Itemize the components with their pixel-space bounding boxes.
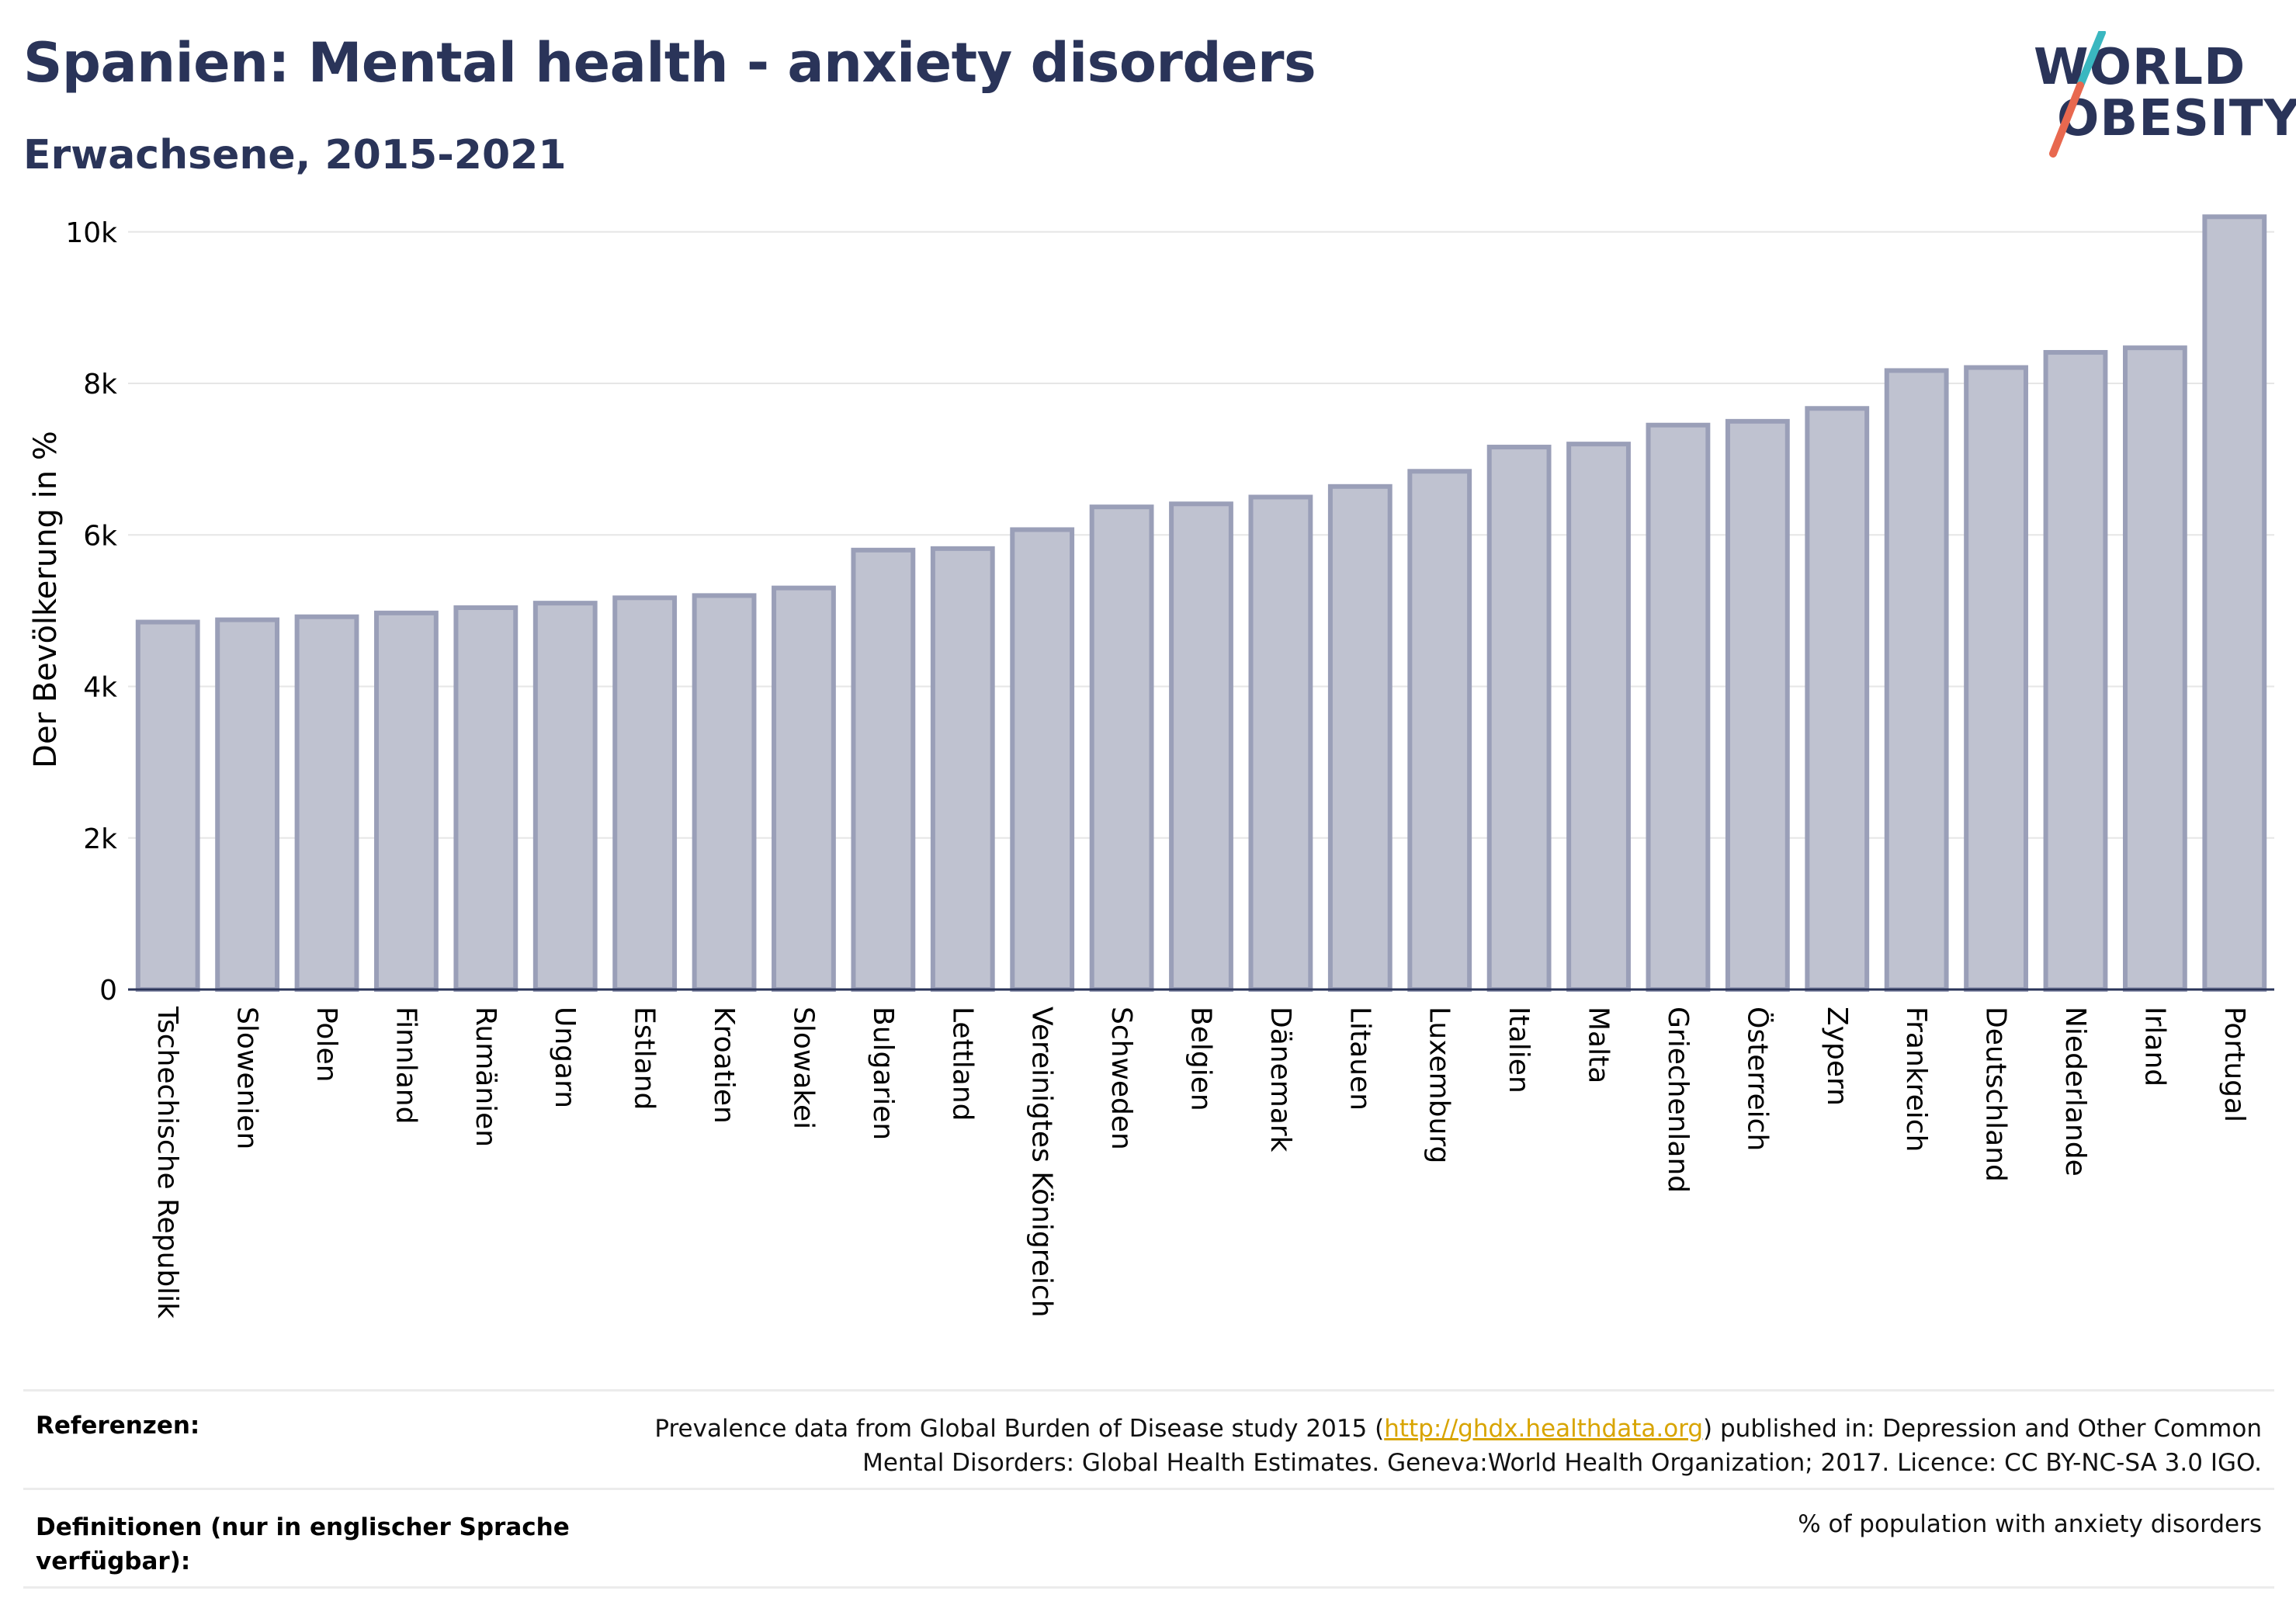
y-tick-label: 10k <box>65 217 117 249</box>
bar <box>1407 469 1472 992</box>
references-row: Referenzen: Prevalence data from Global … <box>23 1389 2274 1488</box>
x-tick-label: Deutschland <box>1980 1007 2012 1182</box>
bar <box>772 585 836 992</box>
definitions-row: Definitionen (nur in englischer Sprache … <box>23 1488 2274 1589</box>
logo-slash-icon <box>2049 31 2106 158</box>
x-tick-label: Lettland <box>946 1007 978 1121</box>
x-tick-label: Rumänien <box>470 1007 501 1147</box>
references-text-start: Prevalence data from Global Burden of Di… <box>654 1415 1385 1443</box>
x-tick-label: Italien <box>1503 1007 1535 1093</box>
x-tick-label: Malta <box>1583 1007 1614 1083</box>
x-tick-label: Belgien <box>1185 1007 1217 1111</box>
bar <box>215 617 280 992</box>
y-tick-label: 2k <box>83 823 117 855</box>
references-label: Referenzen: <box>36 1412 200 1440</box>
x-tick-label: Schweden <box>1105 1007 1137 1150</box>
x-tick-label: Dänemark <box>1264 1007 1296 1152</box>
chart-title: Spanien: Mental health - anxiety disorde… <box>23 31 1316 95</box>
bar <box>1327 483 1393 992</box>
y-axis-label: Der Bevölkerung in % <box>28 431 64 768</box>
x-tick-label: Griechenland <box>1662 1007 1694 1193</box>
bar <box>1486 445 1552 992</box>
x-tick-label: Bulgarien <box>867 1007 899 1140</box>
x-tick-label: Portugal <box>2218 1007 2250 1122</box>
bar <box>453 605 519 992</box>
bar <box>1805 406 1870 992</box>
x-tick-label: Ungarn <box>549 1007 581 1108</box>
bar <box>1884 368 1949 992</box>
x-tick-label: Estland <box>629 1007 661 1110</box>
x-tick-label: Frankreich <box>1900 1007 1932 1152</box>
reference-table: Referenzen: Prevalence data from Global … <box>23 1389 2274 1589</box>
x-tick-label: Niederlande <box>2059 1007 2091 1177</box>
bar-chart: 0 2k 4k 6k 8k 10k Der Bevölkerung in % Tschechi… <box>28 214 2274 1319</box>
references-text-end: ) published in: Depression and Other Com… <box>1703 1415 2262 1443</box>
bar <box>135 619 200 992</box>
definitions-text: % of population with anxiety disorders <box>1798 1510 2262 1538</box>
logo-line-2: OBESITY <box>2057 90 2296 147</box>
x-tick-label: Slowakei <box>787 1007 819 1129</box>
bar <box>1964 365 2028 992</box>
x-tick-label: Irland <box>2138 1007 2170 1087</box>
x-tick-label: Österreich <box>1741 1007 1774 1151</box>
world-obesity-logo: WORLD OBESITY <box>2018 31 2296 163</box>
chart-subtitle: Erwachsene, 2015-2021 <box>23 132 567 178</box>
x-tick-label: Litauen <box>1344 1007 1375 1111</box>
references-text-line2: Mental Disorders: Global Health Estimate… <box>862 1449 2262 1477</box>
bar <box>1725 418 1790 992</box>
bar <box>2202 214 2267 992</box>
definitions-label-line1: Definitionen (nur in englischer Sprache <box>36 1513 570 1541</box>
bar <box>294 614 359 992</box>
x-tick-label: Luxemburg <box>1424 1007 1455 1163</box>
bar <box>1010 527 1075 992</box>
x-tick-label: Polen <box>310 1007 342 1082</box>
x-tick-label: Zypern <box>1821 1007 1853 1106</box>
bar <box>930 546 995 992</box>
bar <box>1169 501 1233 992</box>
y-tick-label: 6k <box>83 520 117 552</box>
bar <box>1566 442 1631 992</box>
y-tick-label: 4k <box>83 672 117 704</box>
bar <box>692 593 757 993</box>
bar <box>612 595 678 992</box>
references-link[interactable]: http://ghdx.healthdata.org <box>1384 1415 1704 1443</box>
references-text: Prevalence data from Global Burden of Di… <box>654 1412 2262 1480</box>
bar <box>1646 422 1711 992</box>
bar <box>2043 350 2108 992</box>
bar <box>532 601 598 993</box>
definitions-label-line2: verfügbar): <box>36 1547 191 1575</box>
bar <box>374 610 439 992</box>
x-tick-label: Tschechische Republik <box>151 1006 183 1319</box>
bar <box>2122 345 2187 992</box>
x-tick-label: Finnland <box>390 1007 421 1124</box>
definitions-label: Definitionen (nur in englischer Sprache … <box>36 1510 570 1579</box>
bar <box>851 547 916 992</box>
y-tick-label: 0 <box>99 975 117 1007</box>
bar <box>1089 504 1154 992</box>
bar <box>1248 494 1313 992</box>
logo-line-1: WORLD <box>2034 39 2246 96</box>
x-tick-label: Kroatien <box>708 1007 740 1124</box>
y-tick-label: 8k <box>83 369 117 400</box>
x-tick-label: Vereinigtes Königreich <box>1026 1007 1058 1318</box>
x-tick-label: Slowenien <box>231 1007 263 1149</box>
